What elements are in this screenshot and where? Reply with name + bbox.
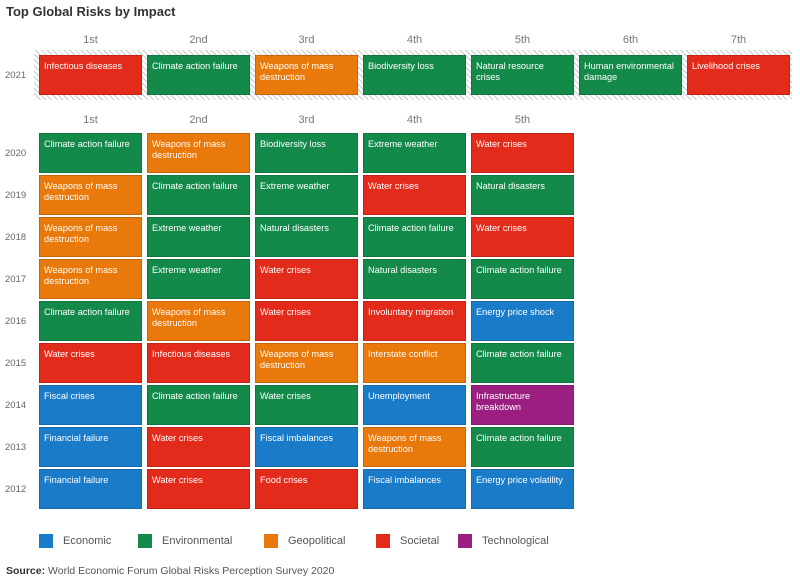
bottom-rank-header-1: 1st (83, 114, 98, 126)
risk-cell-2013-2: Water crises (147, 427, 250, 467)
legend-label-geopolitical: Geopolitical (288, 535, 346, 547)
risk-cell-2016-3: Water crises (255, 301, 358, 341)
bottom-rank-header-5: 5th (514, 114, 531, 126)
legend-label-environmental: Environmental (162, 535, 233, 547)
risk-cell-2019-3: Extreme weather (255, 175, 358, 215)
risk-cell-2016-1: Climate action failure (39, 301, 142, 341)
risk-cell-2012-4: Fiscal imbalances (363, 469, 466, 509)
risk-cell-2013-3: Fiscal imbalances (255, 427, 358, 467)
year-label-2013: 2013 (5, 442, 27, 453)
risk-cell-2018-3: Natural disasters (255, 217, 358, 257)
risk-cell-2021-1: Infectious diseases (39, 55, 142, 95)
legend-label-economic: Economic (63, 535, 112, 547)
risk-cell-2015-5: Climate action failure (471, 343, 574, 383)
risk-cell-2014-1: Fiscal crises (39, 385, 142, 425)
year-label-2012: 2012 (5, 484, 27, 495)
risk-cell-2019-2: Climate action failure (147, 175, 250, 215)
risk-cell-2021-3: Weapons of mass destruction (255, 55, 358, 95)
risk-cell-2015-1: Water crises (39, 343, 142, 383)
top-rank-header-4: 4th (406, 34, 423, 46)
risk-cell-2017-5: Climate action failure (471, 259, 574, 299)
risk-cell-2016-5: Energy price shock (471, 301, 574, 341)
risk-cell-2018-4: Climate action failure (363, 217, 466, 257)
year-label-2019: 2019 (5, 190, 27, 201)
risk-cell-2021-4: Biodiversity loss (363, 55, 466, 95)
bottom-rank-header-3: 3rd (298, 114, 315, 126)
risk-cell-2014-3: Water crises (255, 385, 358, 425)
risk-cell-2017-1: Weapons of mass destruction (39, 259, 142, 299)
risk-cell-2012-1: Financial failure (39, 469, 142, 509)
year-label-2017: 2017 (5, 274, 27, 285)
risk-cell-2017-4: Natural disasters (363, 259, 466, 299)
year-label-2014: 2014 (5, 400, 27, 411)
top-rank-header-1: 1st (83, 34, 98, 46)
legend-swatch-geopolitical (264, 534, 278, 548)
chart-title: Top Global Risks by Impact (6, 4, 176, 19)
risk-cell-2019-4: Water crises (363, 175, 466, 215)
risk-cell-2019-1: Weapons of mass destruction (39, 175, 142, 215)
risk-cell-2019-5: Natural disasters (471, 175, 574, 215)
legend-label-societal: Societal (400, 535, 440, 547)
source-note: Source: World Economic Forum Global Risk… (6, 565, 334, 577)
risk-cell-2016-2: Weapons of mass destruction (147, 301, 250, 341)
top-rank-header-2: 2nd (189, 34, 208, 46)
risk-cell-2018-5: Water crises (471, 217, 574, 257)
risk-cell-2017-2: Extreme weather (147, 259, 250, 299)
top-rank-header-7: 7th (730, 34, 747, 46)
risk-cell-2016-4: Involuntary migration (363, 301, 466, 341)
risk-cell-2018-2: Extreme weather (147, 217, 250, 257)
legend-swatch-environmental (138, 534, 152, 548)
risk-cell-2017-3: Water crises (255, 259, 358, 299)
risk-cell-2015-2: Infectious diseases (147, 343, 250, 383)
source-text: World Economic Forum Global Risks Percep… (48, 565, 335, 577)
risk-cell-2020-2: Weapons of mass destruction (147, 133, 250, 173)
risk-cell-2020-1: Climate action failure (39, 133, 142, 173)
risk-cell-2014-5: Infrastructure breakdown (471, 385, 574, 425)
year-label-2018: 2018 (5, 232, 27, 243)
risk-cell-2015-4: Interstate conflict (363, 343, 466, 383)
risk-cell-2020-4: Extreme weather (363, 133, 466, 173)
legend-swatch-societal (376, 534, 390, 548)
risk-cell-2018-1: Weapons of mass destruction (39, 217, 142, 257)
year-label-2015: 2015 (5, 358, 27, 369)
legend-swatch-economic (39, 534, 53, 548)
risk-cell-2014-2: Climate action failure (147, 385, 250, 425)
year-label-2021: 2021 (5, 70, 27, 81)
legend-label-technological: Technological (482, 535, 549, 547)
risk-cell-2013-5: Climate action failure (471, 427, 574, 467)
risk-cell-2021-2: Climate action failure (147, 55, 250, 95)
risk-cell-2012-2: Water crises (147, 469, 250, 509)
bottom-rank-header-4: 4th (406, 114, 423, 126)
year-label-2016: 2016 (5, 316, 27, 327)
risk-cell-2021-5: Natural resource crises (471, 55, 574, 95)
risk-cell-2021-6: Human environmental damage (579, 55, 682, 95)
risk-cell-2020-5: Water crises (471, 133, 574, 173)
year-label-2020: 2020 (5, 148, 27, 159)
risk-cell-2020-3: Biodiversity loss (255, 133, 358, 173)
risk-cell-2013-4: Weapons of mass destruction (363, 427, 466, 467)
bottom-rank-header-2: 2nd (189, 114, 208, 126)
top-rank-header-3: 3rd (298, 34, 315, 46)
top-rank-header-6: 6th (622, 34, 639, 46)
risk-cell-2013-1: Financial failure (39, 427, 142, 467)
risk-cell-2021-7: Livelihood crises (687, 55, 790, 95)
top-rank-header-5: 5th (514, 34, 531, 46)
legend-swatch-technological (458, 534, 472, 548)
risk-cell-2012-3: Food crises (255, 469, 358, 509)
source-label: Source: (6, 565, 46, 577)
risk-cell-2014-4: Unemployment (363, 385, 466, 425)
risk-cell-2015-3: Weapons of mass destruction (255, 343, 358, 383)
risk-cell-2012-5: Energy price volatility (471, 469, 574, 509)
